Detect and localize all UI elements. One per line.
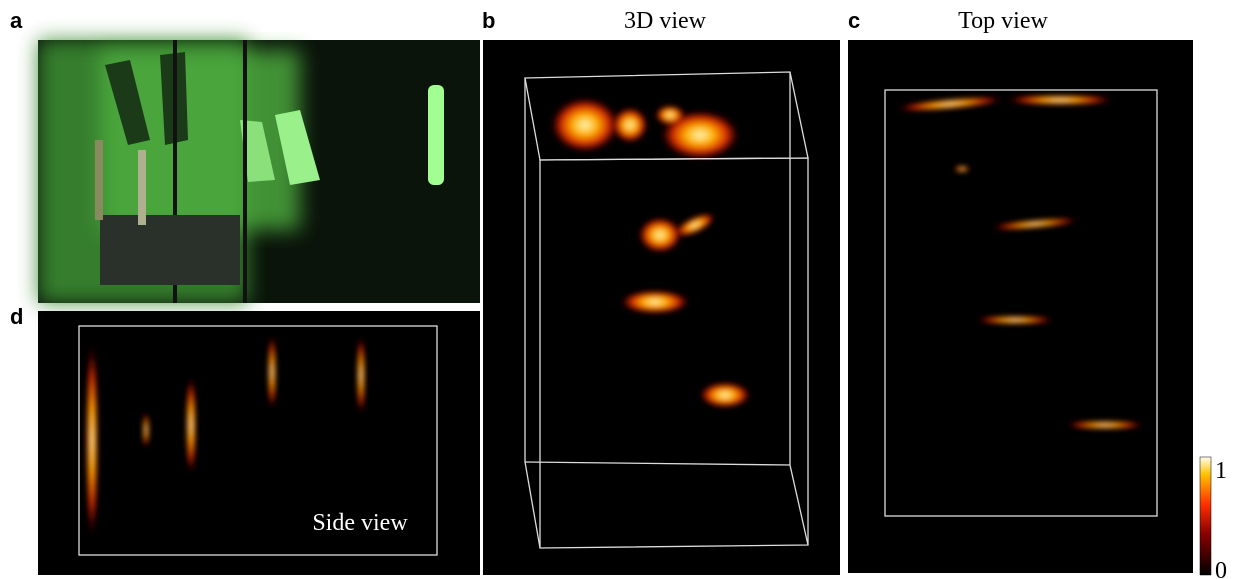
panel-label: a [10,8,23,33]
body: a b 3D view c Top view d [0,0,1233,579]
panel-label: b [482,8,495,33]
blob [143,412,149,448]
colorbar [1200,457,1211,575]
panel-label: d [10,304,23,329]
blob [357,335,365,415]
panel-label: c [848,8,860,33]
blob [1065,421,1145,429]
strip [428,85,444,185]
panel-title: 3D view [624,8,707,34]
page: {"panels": [ {"label": "a"}, {"label": "… [0,0,1233,579]
panel-caption: Side view [312,510,408,536]
blob [612,107,648,143]
blob [1005,95,1115,105]
blob [638,217,682,253]
blob [186,375,196,475]
figurine [95,140,103,220]
figure: a b 3D view c Top view d [0,0,1233,579]
blob [699,382,751,408]
colorbar-label: 0 [1215,558,1227,579]
stage [100,215,240,285]
panel-bg [38,311,480,575]
blob [86,340,98,540]
blob [655,105,685,125]
blob [620,290,690,314]
blob [550,97,620,153]
panel-bg [848,40,1193,573]
colorbar-label: 1 [1215,458,1227,484]
panel-title: Top view [958,8,1048,34]
blob [975,316,1055,324]
figurine [138,150,146,225]
blob [268,334,276,410]
blob [954,166,970,172]
